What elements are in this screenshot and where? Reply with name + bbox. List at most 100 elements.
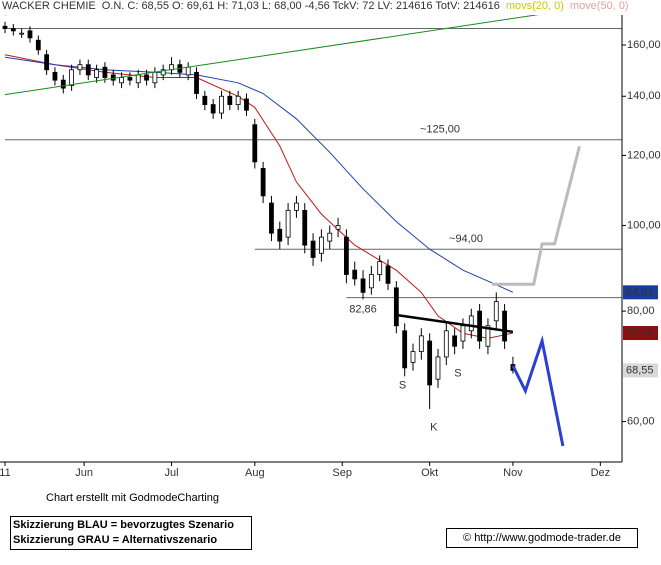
candle-body: [194, 71, 199, 94]
candle-body: [85, 64, 91, 76]
price-label: 84,01: [626, 286, 654, 298]
candle-body: [119, 77, 124, 84]
price-label: 75,56: [626, 327, 654, 339]
candle-body: [144, 74, 149, 81]
pattern-label: S: [454, 367, 461, 379]
candle-body: [110, 74, 116, 81]
legend: Skizzierung BLAU = bevorzugtes Szenario …: [10, 516, 252, 550]
y-tick-label: 140,00: [627, 90, 661, 102]
x-tick-label: 11: [0, 467, 11, 479]
candle-body: [44, 54, 50, 71]
price-box: [623, 326, 658, 341]
candle-body: [485, 325, 491, 347]
source-link[interactable]: © http://www.godmode-trader.de: [446, 528, 638, 548]
price-box: [623, 285, 658, 300]
legend-entry: Skizzierung BLAU = bevorzugtes Szenario: [13, 519, 234, 531]
candle-body: [60, 79, 66, 89]
candle-body: [210, 104, 216, 114]
candle-body: [393, 287, 399, 327]
drawn-line: [396, 313, 514, 334]
candle-body: [319, 236, 324, 254]
header: WACKER CHEMIE O.N. C: 68,55 O: 69,61 H: 7…: [2, 0, 635, 12]
level-label: ~125,00: [420, 124, 460, 136]
candle-body: [244, 98, 249, 111]
plot-area: [2, 15, 622, 447]
candle-body: [410, 351, 416, 363]
candle-body: [227, 95, 233, 105]
candle-body: [35, 39, 41, 51]
candle-body: [310, 240, 316, 258]
pattern-label: S: [399, 379, 406, 391]
candle-body: [352, 269, 358, 280]
legend-entry: Skizzierung GRAU = Alternativszenario: [13, 534, 218, 546]
candle-body: [460, 325, 466, 342]
candle-body: [418, 335, 424, 352]
x-tick-label: Sep: [332, 467, 352, 479]
candle-body: [452, 335, 458, 347]
candle-body: [219, 95, 224, 114]
drawn-line: [4, 15, 540, 96]
candle-body: [493, 301, 499, 322]
candle-body: [27, 30, 33, 39]
candle-body: [135, 74, 141, 84]
candle-body: [19, 32, 25, 35]
candle-body: [443, 330, 449, 358]
candle-body: [152, 71, 158, 84]
candle-body: [385, 265, 391, 284]
candle-body: [277, 228, 283, 242]
candle-body: [69, 69, 75, 86]
x-tick-label: Aug: [245, 467, 265, 479]
candle-body: [269, 202, 274, 234]
candle-body: [502, 310, 507, 342]
pattern-label: K: [430, 421, 438, 433]
candle-body: [468, 315, 474, 332]
y-tick-label: 100,00: [627, 219, 661, 231]
candle-body: [343, 236, 349, 275]
candle-body: [377, 261, 383, 275]
level-label: 82,86: [349, 304, 377, 316]
x-tick-label: Okt: [421, 467, 438, 479]
candle-body: [368, 274, 374, 289]
candle-body: [260, 168, 266, 197]
candle-body: [10, 28, 16, 32]
y-tick-label: 120,00: [627, 149, 661, 161]
y-tick-label: 160,00: [627, 39, 661, 51]
x-tick-label: Nov: [503, 467, 523, 479]
x-tick-label: Dez: [591, 467, 611, 479]
chart: 60,00 80,00 100,00 120,00 140,00 160,00 11 Jun J…: [0, 15, 661, 479]
candle-body: [427, 340, 433, 386]
candle-body: [127, 77, 133, 81]
candle-body: [52, 71, 58, 81]
y-tick-label: 60,00: [627, 415, 655, 427]
credit: Chart erstellt mit GodmodeCharting: [46, 492, 220, 504]
candle-body: [235, 95, 241, 105]
candle-body: [160, 69, 166, 76]
candle-body: [402, 330, 408, 369]
candle-body: [185, 66, 191, 76]
level-label: ~94,00: [449, 233, 483, 245]
drawn-line: [492, 145, 581, 286]
quote: O.N. C: 68,55 O: 69,61 H: 71,03 L: 68,00…: [101, 0, 500, 12]
candle-body: [294, 202, 299, 211]
x-tick-label: Jul: [164, 467, 178, 479]
price-box: [623, 363, 658, 378]
moving-average: [4, 56, 514, 293]
candle-body: [252, 124, 258, 163]
indicator: move(50, 0): [569, 0, 629, 12]
candle-body: [202, 95, 208, 105]
candle-body: [94, 69, 99, 78]
drawn-line: [511, 335, 565, 447]
candle-body: [360, 278, 366, 293]
price-label: 68,55: [626, 364, 654, 376]
candle-body: [327, 232, 333, 242]
y-tick-label: 80,00: [627, 305, 655, 317]
indicator: movs(20, 0): [505, 0, 564, 12]
candle-body: [102, 66, 108, 78]
candle-body: [302, 209, 308, 246]
candle-body: [285, 209, 291, 238]
title: WACKER CHEMIE: [2, 0, 96, 12]
candle-body: [335, 225, 341, 230]
moving-average: [4, 54, 514, 339]
candle-body: [2, 25, 8, 29]
